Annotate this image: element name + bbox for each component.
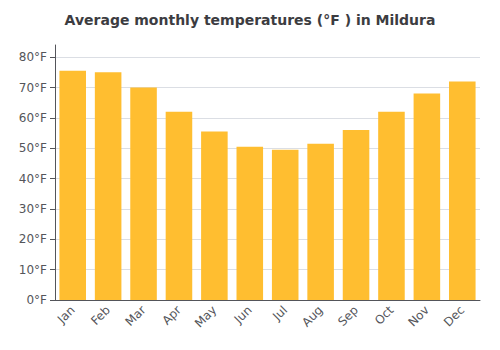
svg-text:Mar: Mar bbox=[123, 303, 149, 329]
svg-text:10°F: 10°F bbox=[19, 263, 47, 277]
svg-text:Jan: Jan bbox=[54, 303, 78, 327]
svg-text:Nov: Nov bbox=[405, 303, 431, 329]
svg-text:30°F: 30°F bbox=[19, 202, 47, 216]
svg-text:80°F: 80°F bbox=[19, 50, 47, 64]
svg-text:Jun: Jun bbox=[231, 303, 255, 327]
svg-text:Feb: Feb bbox=[88, 303, 113, 328]
svg-text:Aug: Aug bbox=[299, 303, 325, 329]
svg-text:Sep: Sep bbox=[335, 303, 361, 329]
svg-text:May: May bbox=[192, 303, 219, 330]
svg-text:70°F: 70°F bbox=[19, 81, 47, 95]
svg-text:50°F: 50°F bbox=[19, 141, 47, 155]
svg-text:20°F: 20°F bbox=[19, 232, 47, 246]
svg-text:Dec: Dec bbox=[441, 303, 467, 329]
svg-text:Apr: Apr bbox=[159, 303, 184, 328]
svg-text:60°F: 60°F bbox=[19, 111, 47, 125]
svg-text:Oct: Oct bbox=[372, 303, 397, 328]
svg-text:0°F: 0°F bbox=[26, 293, 47, 307]
svg-text:Jul: Jul bbox=[269, 303, 290, 324]
svg-text:Average monthly temperatures (: Average monthly temperatures (°F ) in Mi… bbox=[65, 12, 436, 28]
svg-text:40°F: 40°F bbox=[19, 172, 47, 186]
